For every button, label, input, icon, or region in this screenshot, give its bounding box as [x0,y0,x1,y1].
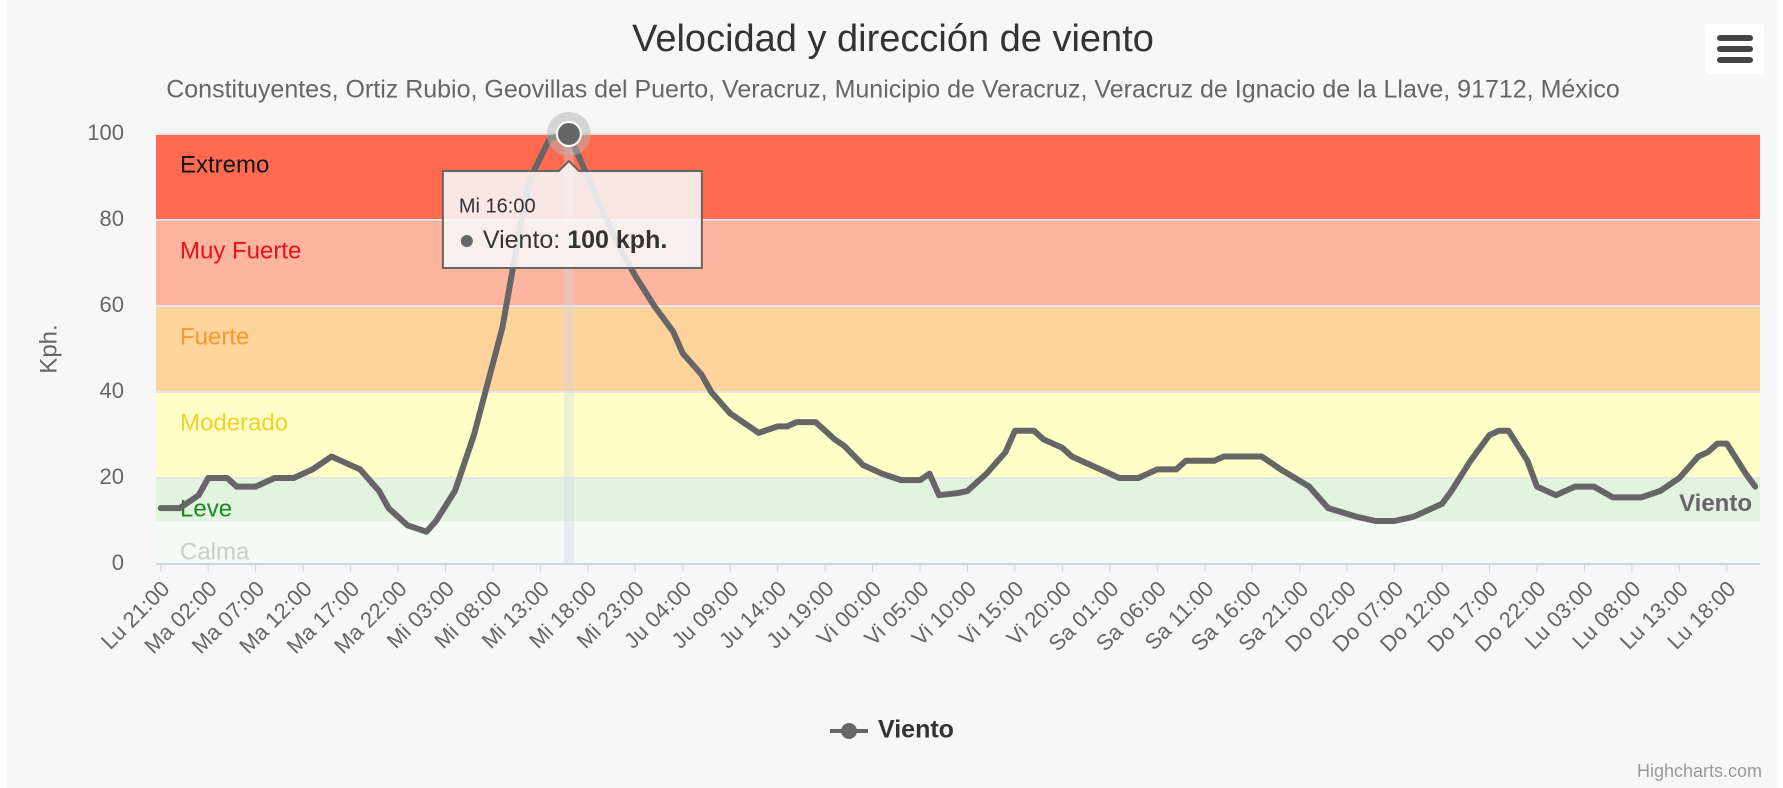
menu-bar [1717,46,1753,52]
series-end-label: Viento [1679,490,1752,517]
hover-marker [555,121,582,147]
crosshair [563,134,574,564]
tooltip-series-label: Viento: [483,226,560,254]
credits[interactable]: Highcharts.com [1637,761,1762,781]
y-tick-label: 60 [100,292,124,317]
menu-button[interactable] [1706,24,1764,74]
legend-symbol-marker [841,723,857,739]
y-tick-label: 40 [100,378,124,403]
plot-band [156,220,1760,306]
y-tick-label: 100 [87,120,124,145]
y-axis-title: Kph. [35,324,62,373]
y-tick-label: 80 [100,206,124,231]
plot-band [156,392,1760,478]
tooltip-value-label: 100 kph. [567,226,667,254]
plot-band-label: Extremo [180,151,269,178]
menu-bar [1717,57,1753,63]
plot-band [156,521,1760,564]
plot-band [156,134,1760,220]
plot-band-label: Fuerte [180,323,249,350]
y-tick-label: 0 [112,550,124,575]
legend-item: Viento [878,716,954,744]
chart-subtitle: Constituyentes, Ortiz Rubio, Geovillas d… [166,76,1620,104]
tooltip-header: Mi 16:00 [459,195,536,217]
tooltip-value: Viento: 100 kph. [483,226,667,254]
plot-band-label: Muy Fuerte [180,237,301,264]
tooltip-bullet [460,235,473,247]
menu-bar [1717,35,1753,41]
tooltip-box [441,159,703,269]
plot-band-label: Calma [180,538,250,565]
plot-band [156,478,1760,521]
line-series [157,131,1759,535]
plot-band [156,306,1760,392]
plot-band-label: Moderado [180,409,288,436]
y-tick-label: 20 [100,464,124,489]
chart-title: Velocidad y dirección de viento [632,18,1154,60]
